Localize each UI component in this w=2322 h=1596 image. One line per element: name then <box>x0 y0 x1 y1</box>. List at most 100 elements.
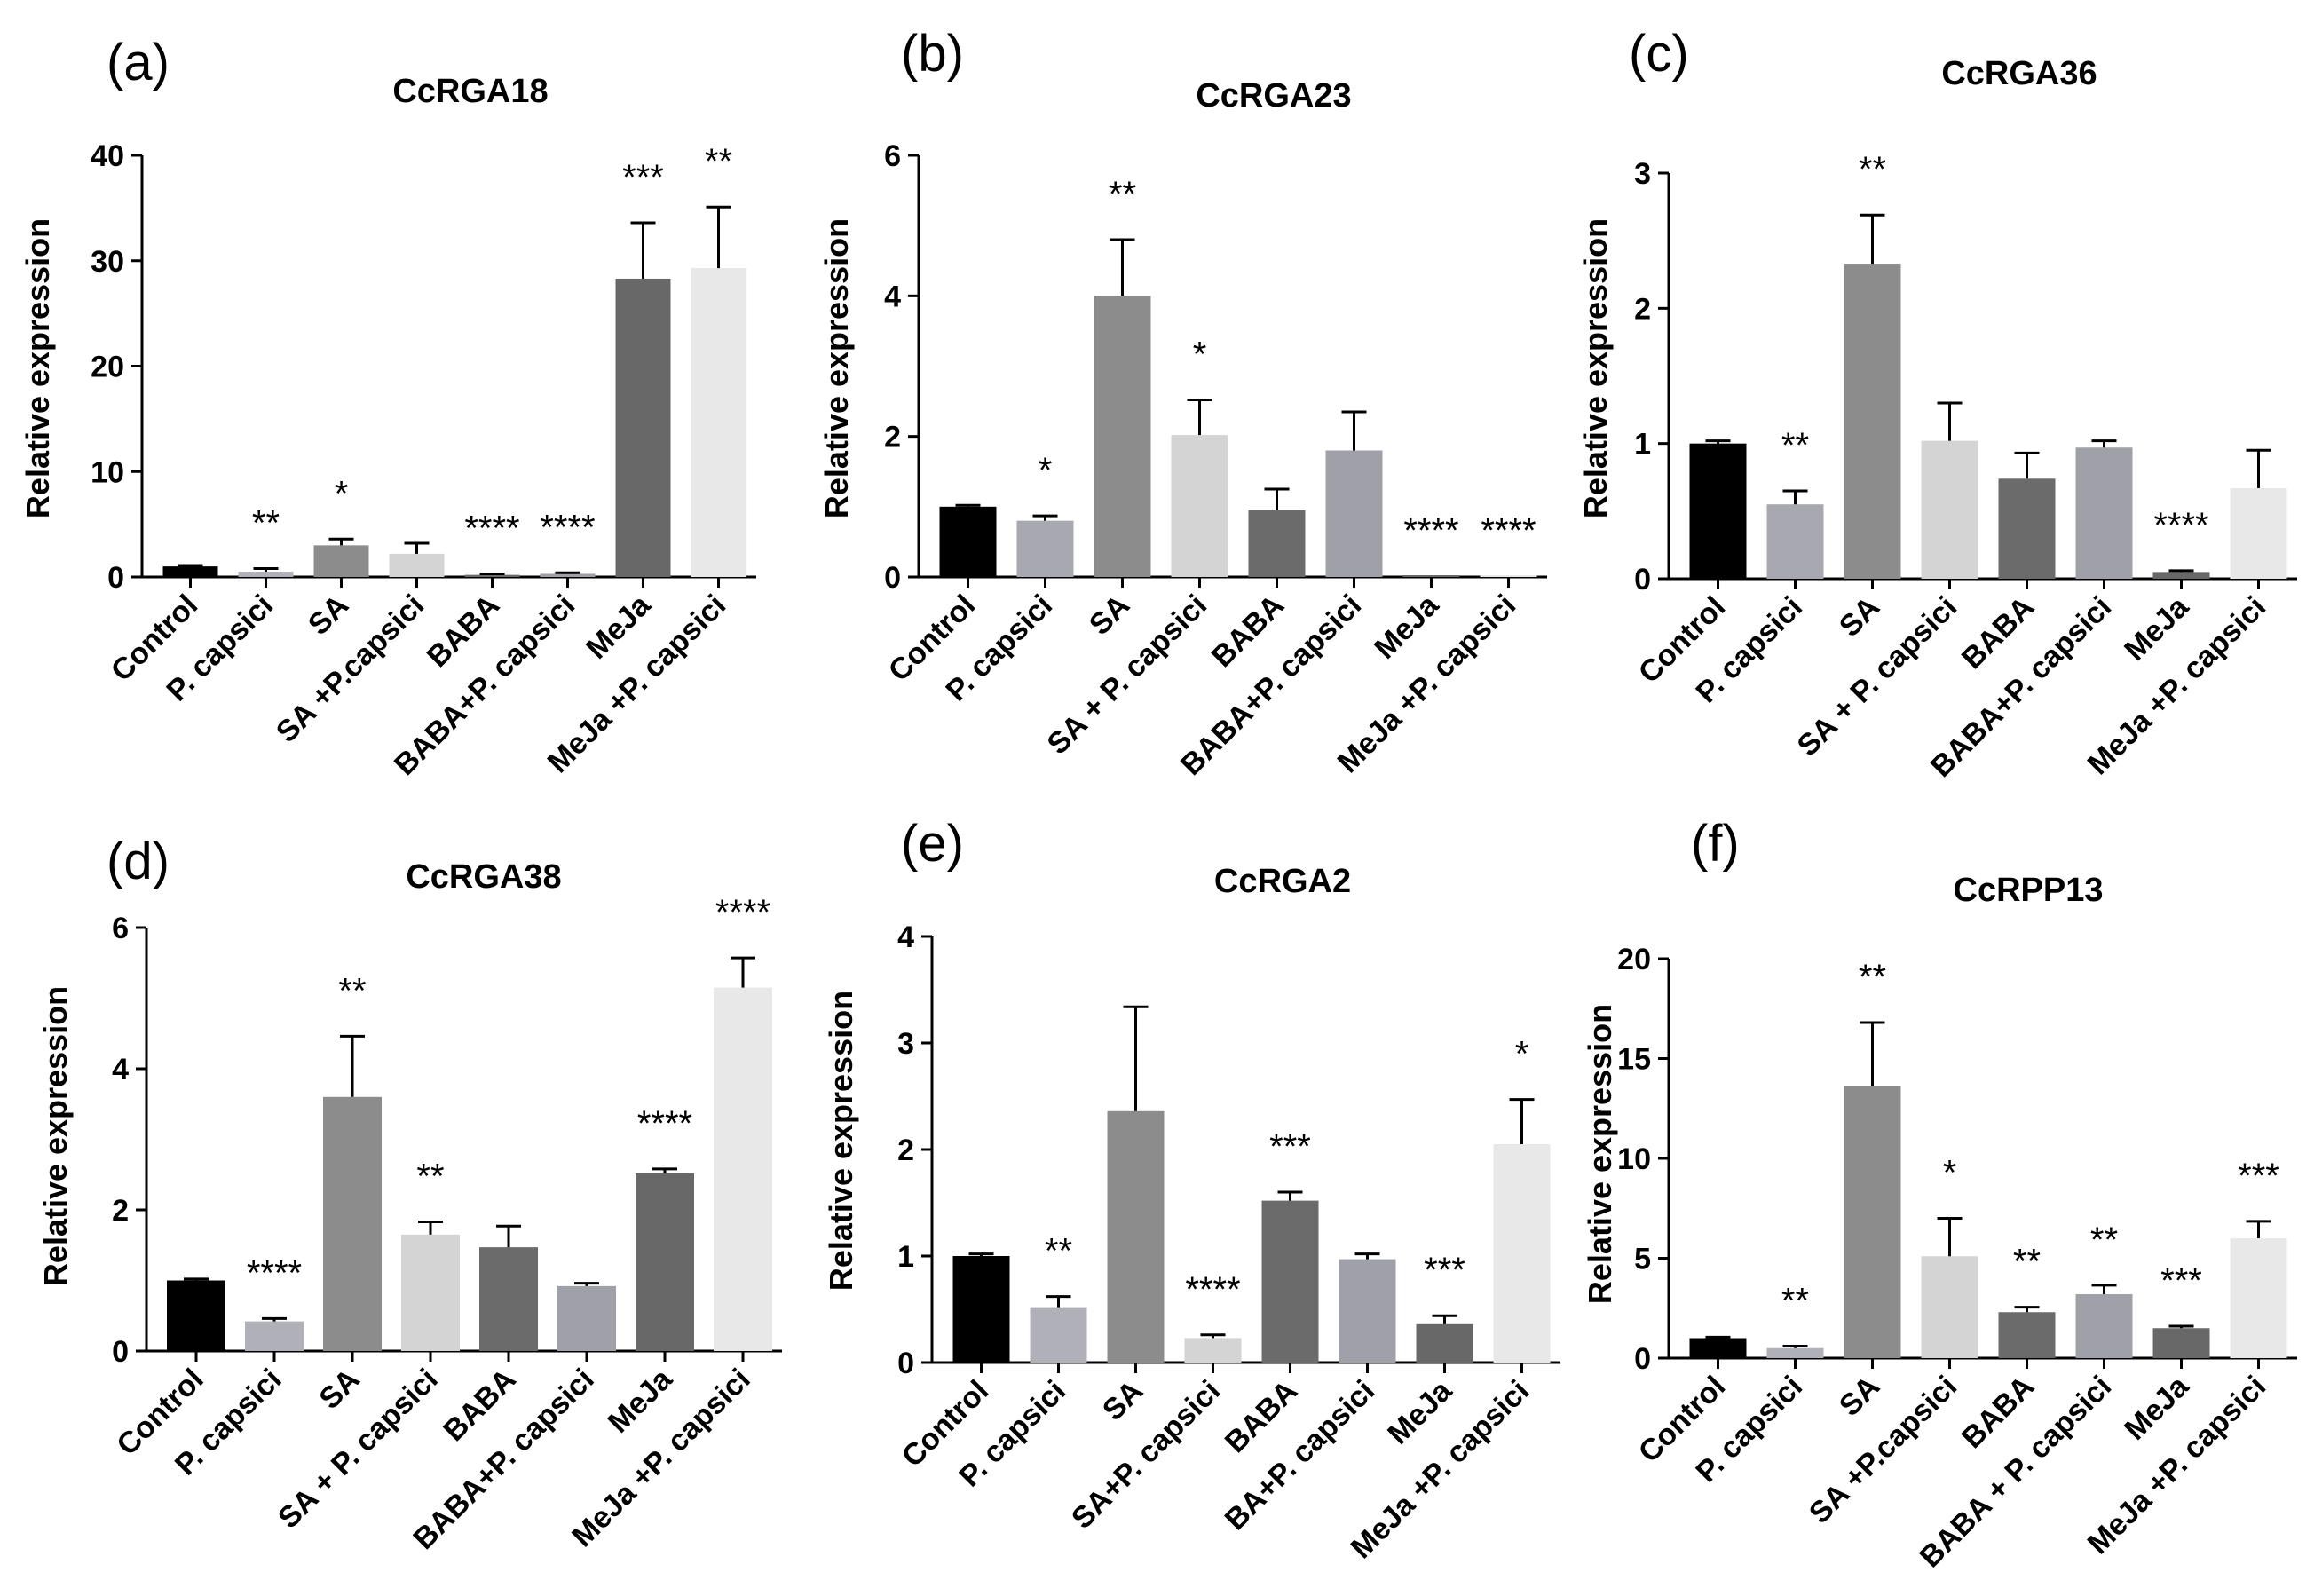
x-category-label: SA <box>1833 1370 1886 1423</box>
significance-marker: **** <box>1185 1270 1240 1309</box>
significance-marker: ** <box>252 504 280 543</box>
bar-7 <box>1402 575 1460 577</box>
panel-label: (f) <box>1691 815 1740 873</box>
panel-label: (a) <box>107 34 170 91</box>
bar-5 <box>464 574 520 577</box>
bar-3 <box>1107 1110 1165 1363</box>
chart-title: CcRGA38 <box>406 858 561 896</box>
x-category-label: SA <box>312 1363 366 1416</box>
y-tick-label: 0 <box>1634 1342 1651 1376</box>
y-tick-label: 2 <box>112 1194 129 1228</box>
significance-marker: *** <box>1424 1251 1465 1290</box>
bar-5 <box>1998 1312 2056 1358</box>
significance-marker: *** <box>2238 1157 2279 1196</box>
x-category-label: SA <box>1083 589 1136 642</box>
significance-marker: **** <box>247 1253 302 1292</box>
significance-marker: ** <box>2013 1243 2041 1282</box>
y-tick-label: 4 <box>897 920 914 954</box>
y-tick-label: 4 <box>884 280 901 313</box>
y-tick-label: 4 <box>112 1053 129 1086</box>
bar-6 <box>1325 450 1383 577</box>
bar-6 <box>540 573 596 577</box>
bar-2 <box>1766 1347 1824 1358</box>
bar-7 <box>615 278 671 577</box>
bar-7 <box>636 1173 694 1351</box>
y-axis-label: Relative expression <box>818 218 855 518</box>
significance-marker: **** <box>1481 511 1536 550</box>
y-tick-label: 6 <box>112 912 129 945</box>
y-tick-label: 1 <box>897 1240 914 1274</box>
y-tick-label: 6 <box>884 139 901 173</box>
bar-3 <box>1844 1086 1901 1358</box>
bar-4 <box>1921 440 1978 579</box>
x-category-label: SA <box>1096 1374 1149 1427</box>
significance-marker: ** <box>338 971 366 1010</box>
panel-label: (b) <box>901 25 964 83</box>
bar-1 <box>162 566 218 577</box>
significance-marker: ** <box>1781 1282 1809 1321</box>
significance-marker: * <box>335 474 349 513</box>
significance-marker: **** <box>637 1104 692 1143</box>
y-tick-label: 0 <box>112 1335 129 1369</box>
bar-8 <box>2230 487 2287 579</box>
bar-2 <box>1030 1307 1087 1363</box>
bar-4 <box>389 553 445 577</box>
bar-2 <box>245 1321 304 1351</box>
y-tick-label: 2 <box>897 1134 914 1167</box>
panel-label: (d) <box>107 833 170 890</box>
y-tick-label: 10 <box>1617 1142 1651 1176</box>
significance-marker: ** <box>2090 1221 2118 1260</box>
significance-marker: * <box>1039 451 1053 490</box>
bar-2 <box>238 572 294 577</box>
bar-4 <box>1171 435 1228 577</box>
bar-7 <box>2152 572 2210 579</box>
significance-marker: **** <box>715 893 770 932</box>
bar-5 <box>479 1247 538 1351</box>
panel-label: (e) <box>901 815 964 873</box>
y-tick-label: 10 <box>91 455 124 489</box>
significance-marker: * <box>1943 1154 1957 1193</box>
significance-marker: ** <box>705 142 732 181</box>
bar-3 <box>1094 296 1151 577</box>
y-tick-label: 3 <box>1634 157 1651 191</box>
bar-1 <box>939 506 997 577</box>
y-tick-label: 20 <box>1617 943 1651 976</box>
bar-6 <box>2075 1294 2133 1358</box>
significance-marker: **** <box>464 509 519 548</box>
bar-2 <box>1016 520 1074 577</box>
chart-title: CcRGA2 <box>1214 863 1351 900</box>
bar-6 <box>2075 447 2133 579</box>
significance-marker: ** <box>416 1157 444 1197</box>
bar-3 <box>1844 264 1901 579</box>
bar-5 <box>1261 1200 1319 1363</box>
significance-marker: * <box>1193 336 1207 375</box>
y-tick-label: 1 <box>1634 428 1651 462</box>
y-axis-label: Relative expression <box>1582 1004 1618 1304</box>
significance-marker: ** <box>1781 426 1809 465</box>
significance-marker: * <box>1515 1035 1529 1074</box>
y-tick-label: 15 <box>1617 1043 1651 1077</box>
bar-8 <box>691 268 746 577</box>
bar-3 <box>323 1096 382 1351</box>
y-tick-label: 5 <box>1634 1243 1651 1276</box>
y-axis-label: Relative expression <box>37 986 74 1286</box>
bar-7 <box>2152 1328 2210 1358</box>
y-tick-label: 20 <box>91 351 124 384</box>
x-category-label: SA <box>302 589 355 642</box>
bar-8 <box>1493 1144 1551 1363</box>
y-tick-label: 3 <box>897 1027 914 1061</box>
significance-marker: **** <box>1403 511 1458 550</box>
bar-4 <box>1184 1338 1242 1363</box>
chart-title: CcRGA18 <box>392 73 548 110</box>
bar-6 <box>557 1285 616 1351</box>
bar-7 <box>1416 1323 1473 1363</box>
significance-marker: *** <box>622 158 664 197</box>
bar-8 <box>1480 575 1537 577</box>
bar-8 <box>714 987 772 1351</box>
y-tick-label: 2 <box>1634 292 1651 326</box>
bar-1 <box>952 1256 1010 1363</box>
